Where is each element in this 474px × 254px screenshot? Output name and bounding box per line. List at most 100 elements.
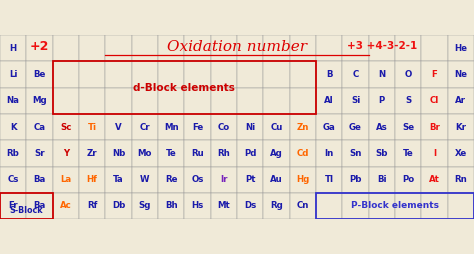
- Text: Sb: Sb: [375, 149, 388, 158]
- Bar: [395, 140, 421, 167]
- Bar: [53, 193, 79, 219]
- Text: B: B: [326, 70, 332, 79]
- Bar: [369, 35, 395, 61]
- Bar: [447, 193, 474, 219]
- Bar: [264, 140, 290, 167]
- Text: Rg: Rg: [270, 201, 283, 211]
- Bar: [316, 167, 342, 193]
- Bar: [105, 167, 132, 193]
- Bar: [264, 35, 290, 61]
- Bar: [210, 193, 237, 219]
- Bar: [27, 61, 53, 87]
- Bar: [421, 87, 447, 114]
- Bar: [53, 61, 316, 114]
- Text: Re: Re: [165, 175, 177, 184]
- Text: Oxidation number: Oxidation number: [167, 40, 307, 54]
- Text: Sg: Sg: [139, 201, 151, 211]
- Text: Y: Y: [63, 149, 69, 158]
- Text: Cl: Cl: [430, 96, 439, 105]
- Text: H: H: [9, 43, 17, 53]
- Text: Kr: Kr: [456, 122, 466, 132]
- Bar: [290, 87, 316, 114]
- Bar: [369, 167, 395, 193]
- Bar: [53, 140, 79, 167]
- Bar: [421, 35, 447, 61]
- Bar: [158, 61, 184, 87]
- Bar: [105, 193, 132, 219]
- Text: Db: Db: [112, 201, 125, 211]
- Text: Hs: Hs: [191, 201, 204, 211]
- Bar: [421, 193, 447, 219]
- Text: S: S: [405, 96, 411, 105]
- Bar: [53, 87, 79, 114]
- Text: Ds: Ds: [244, 201, 256, 211]
- Text: Zr: Zr: [87, 149, 98, 158]
- Bar: [210, 167, 237, 193]
- Text: Ar: Ar: [456, 96, 466, 105]
- Bar: [421, 167, 447, 193]
- Bar: [27, 35, 53, 61]
- Bar: [264, 61, 290, 87]
- Text: Pb: Pb: [349, 175, 362, 184]
- Text: Ba: Ba: [33, 201, 46, 211]
- Text: Rh: Rh: [218, 149, 230, 158]
- Text: Ga: Ga: [323, 122, 336, 132]
- Bar: [447, 61, 474, 87]
- Text: C: C: [352, 70, 359, 79]
- Text: Hg: Hg: [296, 175, 310, 184]
- Bar: [105, 140, 132, 167]
- Bar: [369, 114, 395, 140]
- Text: Mg: Mg: [32, 96, 47, 105]
- Bar: [210, 140, 237, 167]
- Bar: [316, 35, 342, 61]
- Bar: [0, 114, 27, 140]
- Bar: [316, 193, 474, 219]
- Bar: [264, 167, 290, 193]
- Bar: [447, 167, 474, 193]
- Text: Ta: Ta: [113, 175, 124, 184]
- Bar: [447, 87, 474, 114]
- Bar: [316, 193, 342, 219]
- Text: Na: Na: [7, 96, 19, 105]
- Text: Pd: Pd: [244, 149, 256, 158]
- Bar: [264, 193, 290, 219]
- Bar: [237, 193, 264, 219]
- Bar: [132, 87, 158, 114]
- Text: At: At: [429, 175, 440, 184]
- Bar: [0, 167, 27, 193]
- Text: Sc: Sc: [60, 122, 72, 132]
- Bar: [27, 167, 53, 193]
- Bar: [342, 114, 369, 140]
- Text: Hf: Hf: [87, 175, 98, 184]
- Bar: [158, 114, 184, 140]
- Bar: [369, 87, 395, 114]
- Text: Be: Be: [33, 70, 46, 79]
- Text: Mo: Mo: [137, 149, 152, 158]
- Bar: [316, 61, 342, 87]
- Bar: [395, 114, 421, 140]
- Bar: [447, 35, 474, 61]
- Text: Ag: Ag: [270, 149, 283, 158]
- Bar: [421, 61, 447, 87]
- Bar: [184, 167, 210, 193]
- Text: Cu: Cu: [270, 122, 283, 132]
- Bar: [132, 35, 158, 61]
- Bar: [342, 140, 369, 167]
- Bar: [132, 193, 158, 219]
- Bar: [184, 87, 210, 114]
- Text: Te: Te: [166, 149, 176, 158]
- Bar: [316, 87, 342, 114]
- Bar: [79, 167, 105, 193]
- Bar: [290, 114, 316, 140]
- Bar: [105, 35, 132, 61]
- Bar: [395, 61, 421, 87]
- Bar: [316, 140, 342, 167]
- Bar: [27, 114, 53, 140]
- Bar: [342, 87, 369, 114]
- Text: +3 +4-3-2-1: +3 +4-3-2-1: [346, 41, 417, 51]
- Bar: [210, 87, 237, 114]
- Bar: [210, 114, 237, 140]
- Text: Tl: Tl: [325, 175, 334, 184]
- Bar: [421, 140, 447, 167]
- Bar: [184, 35, 210, 61]
